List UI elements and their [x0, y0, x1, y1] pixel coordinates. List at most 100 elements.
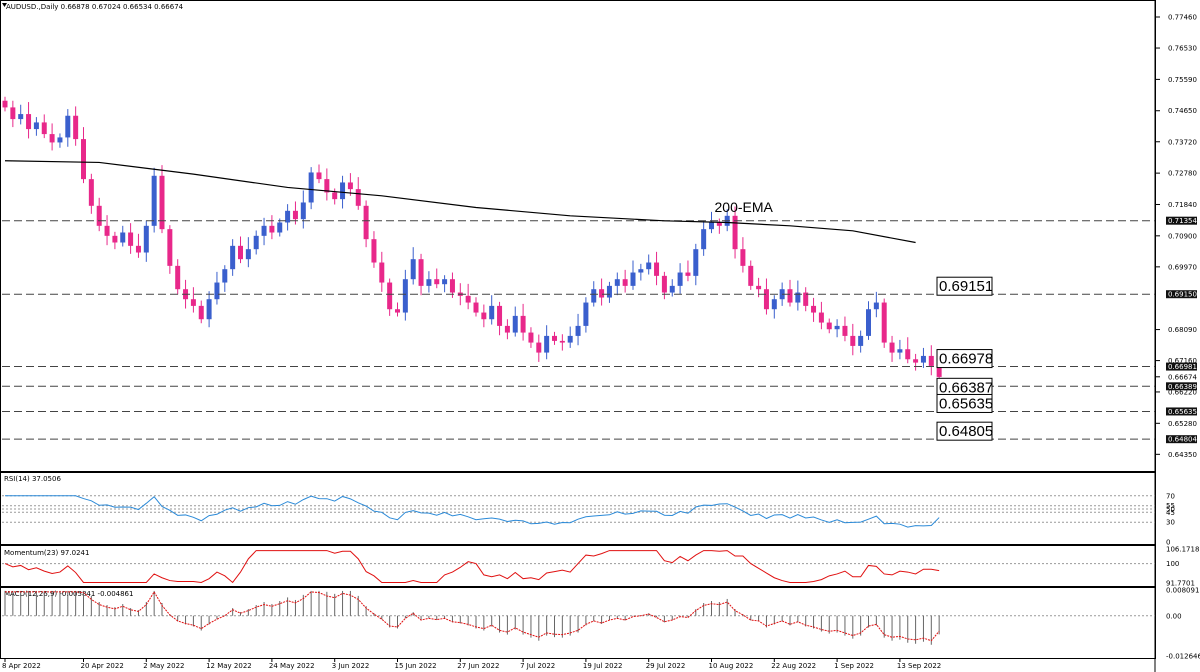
candle-body: [771, 299, 777, 310]
candle-body: [214, 282, 220, 300]
candle-body: [818, 312, 824, 323]
time-tick-label: 2 May 2022: [143, 662, 184, 670]
rsi-header: RSI(14) 37.0506: [4, 475, 61, 483]
macd-tick-label: 0.00: [1166, 612, 1182, 620]
candle-body: [402, 279, 408, 313]
candle-body: [49, 134, 55, 143]
momentum-tick-label: 100: [1166, 560, 1179, 568]
level-price-tag: [1166, 362, 1197, 371]
candle-body: [18, 114, 24, 120]
candle-body: [300, 202, 306, 220]
candle-body: [473, 302, 479, 313]
candle-body: [881, 302, 887, 343]
rsi-tick-label: 50: [1166, 506, 1175, 514]
candle-body: [606, 285, 612, 298]
candle-body: [803, 292, 809, 306]
time-tick-label: 7 Jul 2022: [520, 662, 555, 670]
candle-body: [544, 335, 550, 353]
candle-body: [661, 275, 667, 293]
time-axis: 8 Apr 2022 20 Apr 2022 2 May 2022 12 May 20…: [2, 658, 941, 670]
candle-body: [285, 210, 291, 223]
candle-body: [677, 272, 683, 286]
macd-header: MACD(12,26,9) -0.005841 -0.004861: [4, 590, 133, 598]
price-tick-label: 0.68090: [1168, 326, 1197, 334]
level-box: [936, 393, 993, 413]
momentum-tick-label: 91.7701: [1166, 579, 1195, 587]
level-box-label: 0.65635: [939, 395, 993, 412]
level-box: [936, 349, 993, 369]
candle-body: [591, 289, 597, 303]
candle-body: [599, 289, 605, 298]
candle-body: [701, 229, 707, 250]
candle-body: [693, 249, 699, 276]
candle-body: [811, 305, 817, 313]
level-price-tag: [1166, 382, 1197, 391]
level-price-tag: [1166, 407, 1197, 416]
time-tick-label: 29 Jul 2022: [646, 662, 686, 670]
rsi-line: [5, 495, 940, 528]
price-tick-label: 0.66674: [1168, 373, 1197, 381]
momentum-line: [4, 550, 940, 584]
time-tick-label: 20 Apr 2022: [81, 662, 124, 670]
candle-body: [552, 335, 557, 341]
candle-body: [65, 115, 71, 138]
candle-body: [269, 225, 275, 233]
candle-body: [88, 179, 94, 206]
candle-body: [222, 269, 228, 283]
level-price-tag-label: 0.69150: [1168, 291, 1197, 299]
candle-body: [826, 322, 832, 330]
candle-body: [842, 325, 848, 336]
chart-frames: [0, 0, 1156, 672]
candle-body: [928, 355, 934, 366]
price-tick-label: 0.69970: [1168, 263, 1197, 271]
level-box-label: 0.66978: [939, 351, 993, 368]
candle-body: [669, 285, 675, 293]
candle-body: [96, 205, 102, 226]
candle-body: [230, 245, 236, 270]
candle-body: [371, 239, 377, 263]
candle-body: [112, 235, 118, 243]
candle-body: [198, 305, 204, 320]
candle-body: [512, 315, 518, 333]
level-price-tag: [1166, 216, 1197, 225]
candle-body: [26, 114, 32, 130]
rsi-tick-label: 30: [1166, 519, 1175, 527]
candle-body: [504, 325, 510, 333]
candle-body: [190, 299, 196, 306]
candle-body: [426, 279, 432, 286]
time-tick-label: 24 May 2022: [269, 662, 315, 670]
price-tick-label: 0.75590: [1168, 76, 1197, 84]
candle-body: [536, 342, 542, 353]
candle-body: [913, 359, 919, 363]
candle-body: [363, 205, 369, 240]
candle-body: [151, 175, 157, 226]
candle-body: [10, 107, 16, 120]
candle-body: [33, 122, 39, 130]
candle-body: [261, 225, 267, 236]
candle-body: [104, 225, 110, 236]
candle-body: [630, 272, 636, 286]
level-box: [936, 421, 993, 441]
candle-body: [340, 182, 346, 200]
symbol-header[interactable]: AUDUSD.,Daily 0.66878 0.67024 0.66534 0.…: [6, 3, 184, 11]
candle-body: [57, 137, 63, 143]
time-tick-label: 8 Apr 2022: [2, 662, 41, 670]
candle-body: [410, 259, 416, 280]
level-box-label: 0.69151: [939, 278, 993, 295]
candle-body: [858, 335, 864, 346]
candle-body: [489, 305, 495, 320]
macd-tick-label: -0.012646: [1166, 653, 1200, 661]
candle-body: [622, 279, 628, 286]
candle-body: [120, 232, 126, 243]
candle-body: [308, 172, 314, 203]
candle-body: [497, 305, 503, 326]
candle-body: [866, 309, 871, 336]
ema-200-line: [4, 160, 916, 244]
candle-body: [245, 249, 251, 260]
time-tick-label: 10 Aug 2022: [709, 662, 754, 670]
candle-body: [316, 172, 322, 180]
candle-body: [2, 100, 8, 108]
price-tick-label: 0.65280: [1168, 420, 1197, 428]
price-tick-label: 0.70900: [1168, 232, 1197, 240]
